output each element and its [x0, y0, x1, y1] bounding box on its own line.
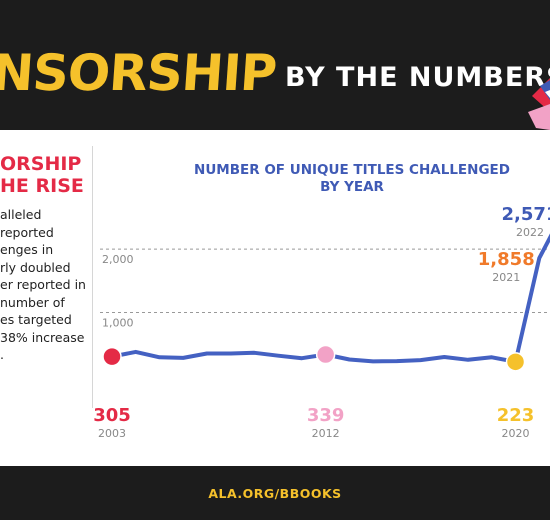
gridline-label: 1,000	[102, 317, 134, 330]
sidebar-body-line: alleled	[0, 207, 42, 222]
data-label: 223	[497, 405, 535, 426]
content-panel	[0, 130, 550, 466]
chart-title-line: BY YEAR	[320, 179, 384, 195]
data-point	[505, 352, 526, 372]
data-point	[315, 344, 336, 365]
year-label: 2022	[516, 226, 544, 239]
sidebar-body-line: rly doubled	[0, 259, 71, 275]
sidebar-headline-line: HE RISE	[0, 175, 84, 197]
year-label: 2003	[98, 427, 126, 440]
sidebar-body-line: number of	[0, 294, 65, 310]
year-label: 2021	[492, 271, 520, 284]
banner-subtitle: BY THE NUMBERS	[285, 62, 550, 93]
series-line	[110, 233, 550, 364]
footer-link[interactable]: ALA.ORG/BBOOKS	[208, 486, 342, 501]
sidebar-body-line: reported	[0, 224, 54, 240]
year-label: 2012	[312, 427, 340, 440]
data-label: 339	[307, 405, 345, 426]
data-label: 1,858	[478, 249, 535, 270]
sidebar-body-line: er reported in	[0, 277, 86, 292]
sidebar-divider	[92, 146, 93, 408]
data-label: 305	[93, 405, 131, 426]
sidebar-body-line: enges in	[0, 242, 54, 257]
sidebar-headline-line: ORSHIP	[0, 153, 82, 175]
year-label: 2020	[502, 427, 530, 440]
sidebar-body-line: 38% increase	[0, 329, 85, 345]
sidebar-body-line: es targeted	[0, 312, 72, 327]
data-point	[102, 346, 122, 367]
data-label: 2,571	[502, 204, 550, 225]
gridline-label: 2,000	[102, 253, 134, 266]
chart-title-line: NUMBER OF UNIQUE TITLES CHALLENGED	[194, 162, 510, 178]
sidebar-body-line: .	[0, 347, 4, 362]
sidebar-headline: ORSHIP HE RISE	[0, 153, 84, 197]
sidebar-body: alleled reported enges in rly doubled er…	[0, 206, 86, 364]
chart-title: NUMBER OF UNIQUE TITLES CHALLENGED BY YE…	[176, 162, 528, 196]
